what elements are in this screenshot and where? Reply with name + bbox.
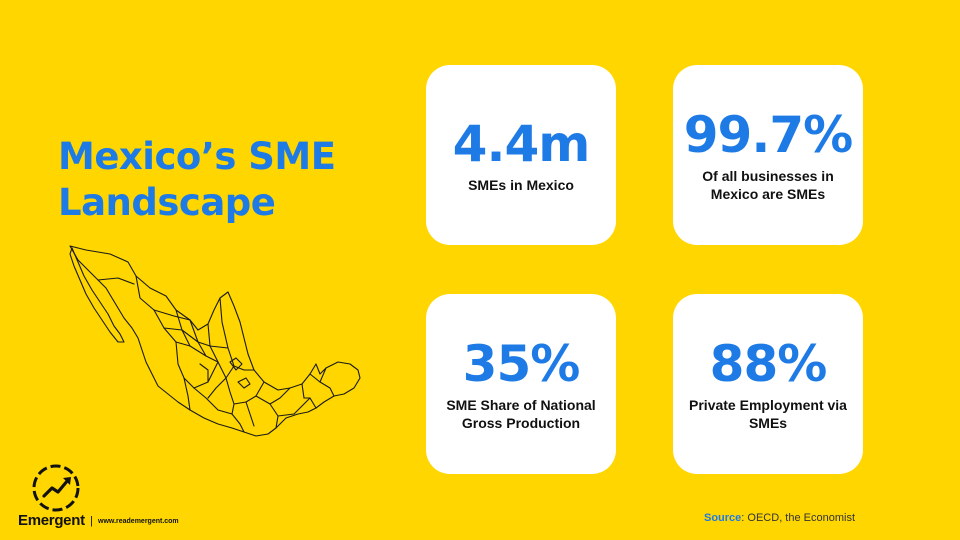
stat-label: Private Employment via SMEs xyxy=(689,397,847,431)
trend-up-icon xyxy=(32,464,80,512)
stat-label: SME Share of National Gross Production xyxy=(446,397,596,431)
brand-url[interactable]: www.reademergent.com xyxy=(98,518,179,525)
mexico-map-icon xyxy=(69,245,361,437)
title-line-1: Mexico’s SME xyxy=(58,135,336,178)
stat-card-private-employment: 88% Private Employment via SMEs xyxy=(673,294,863,474)
stat-card-smes: 4.4m SMEs in Mexico xyxy=(426,65,616,245)
stat-value: 35% xyxy=(462,335,581,393)
brand-logo: Emergent | www.reademergent.com xyxy=(18,462,218,532)
page-title: Mexico’s SME Landscape xyxy=(58,134,388,226)
brand-separator: | xyxy=(90,515,93,527)
stat-card-gross-production: 35% SME Share of National Gross Producti… xyxy=(426,294,616,474)
source-note: Source: OECD, the Economist xyxy=(704,512,855,524)
brand-name: Emergent xyxy=(18,512,85,529)
stat-label: SMEs in Mexico xyxy=(468,177,574,193)
stat-value: 4.4m xyxy=(452,115,591,173)
source-text: : OECD, the Economist xyxy=(741,512,856,524)
source-key: Source xyxy=(704,512,742,524)
stat-card-share-of-businesses: 99.7% Of all businesses in Mexico are SM… xyxy=(673,65,863,245)
stat-label: Of all businesses in Mexico are SMEs xyxy=(702,168,834,202)
stat-value: 99.7% xyxy=(683,106,853,164)
title-line-2: Landscape xyxy=(58,181,276,224)
stat-value: 88% xyxy=(709,335,828,393)
